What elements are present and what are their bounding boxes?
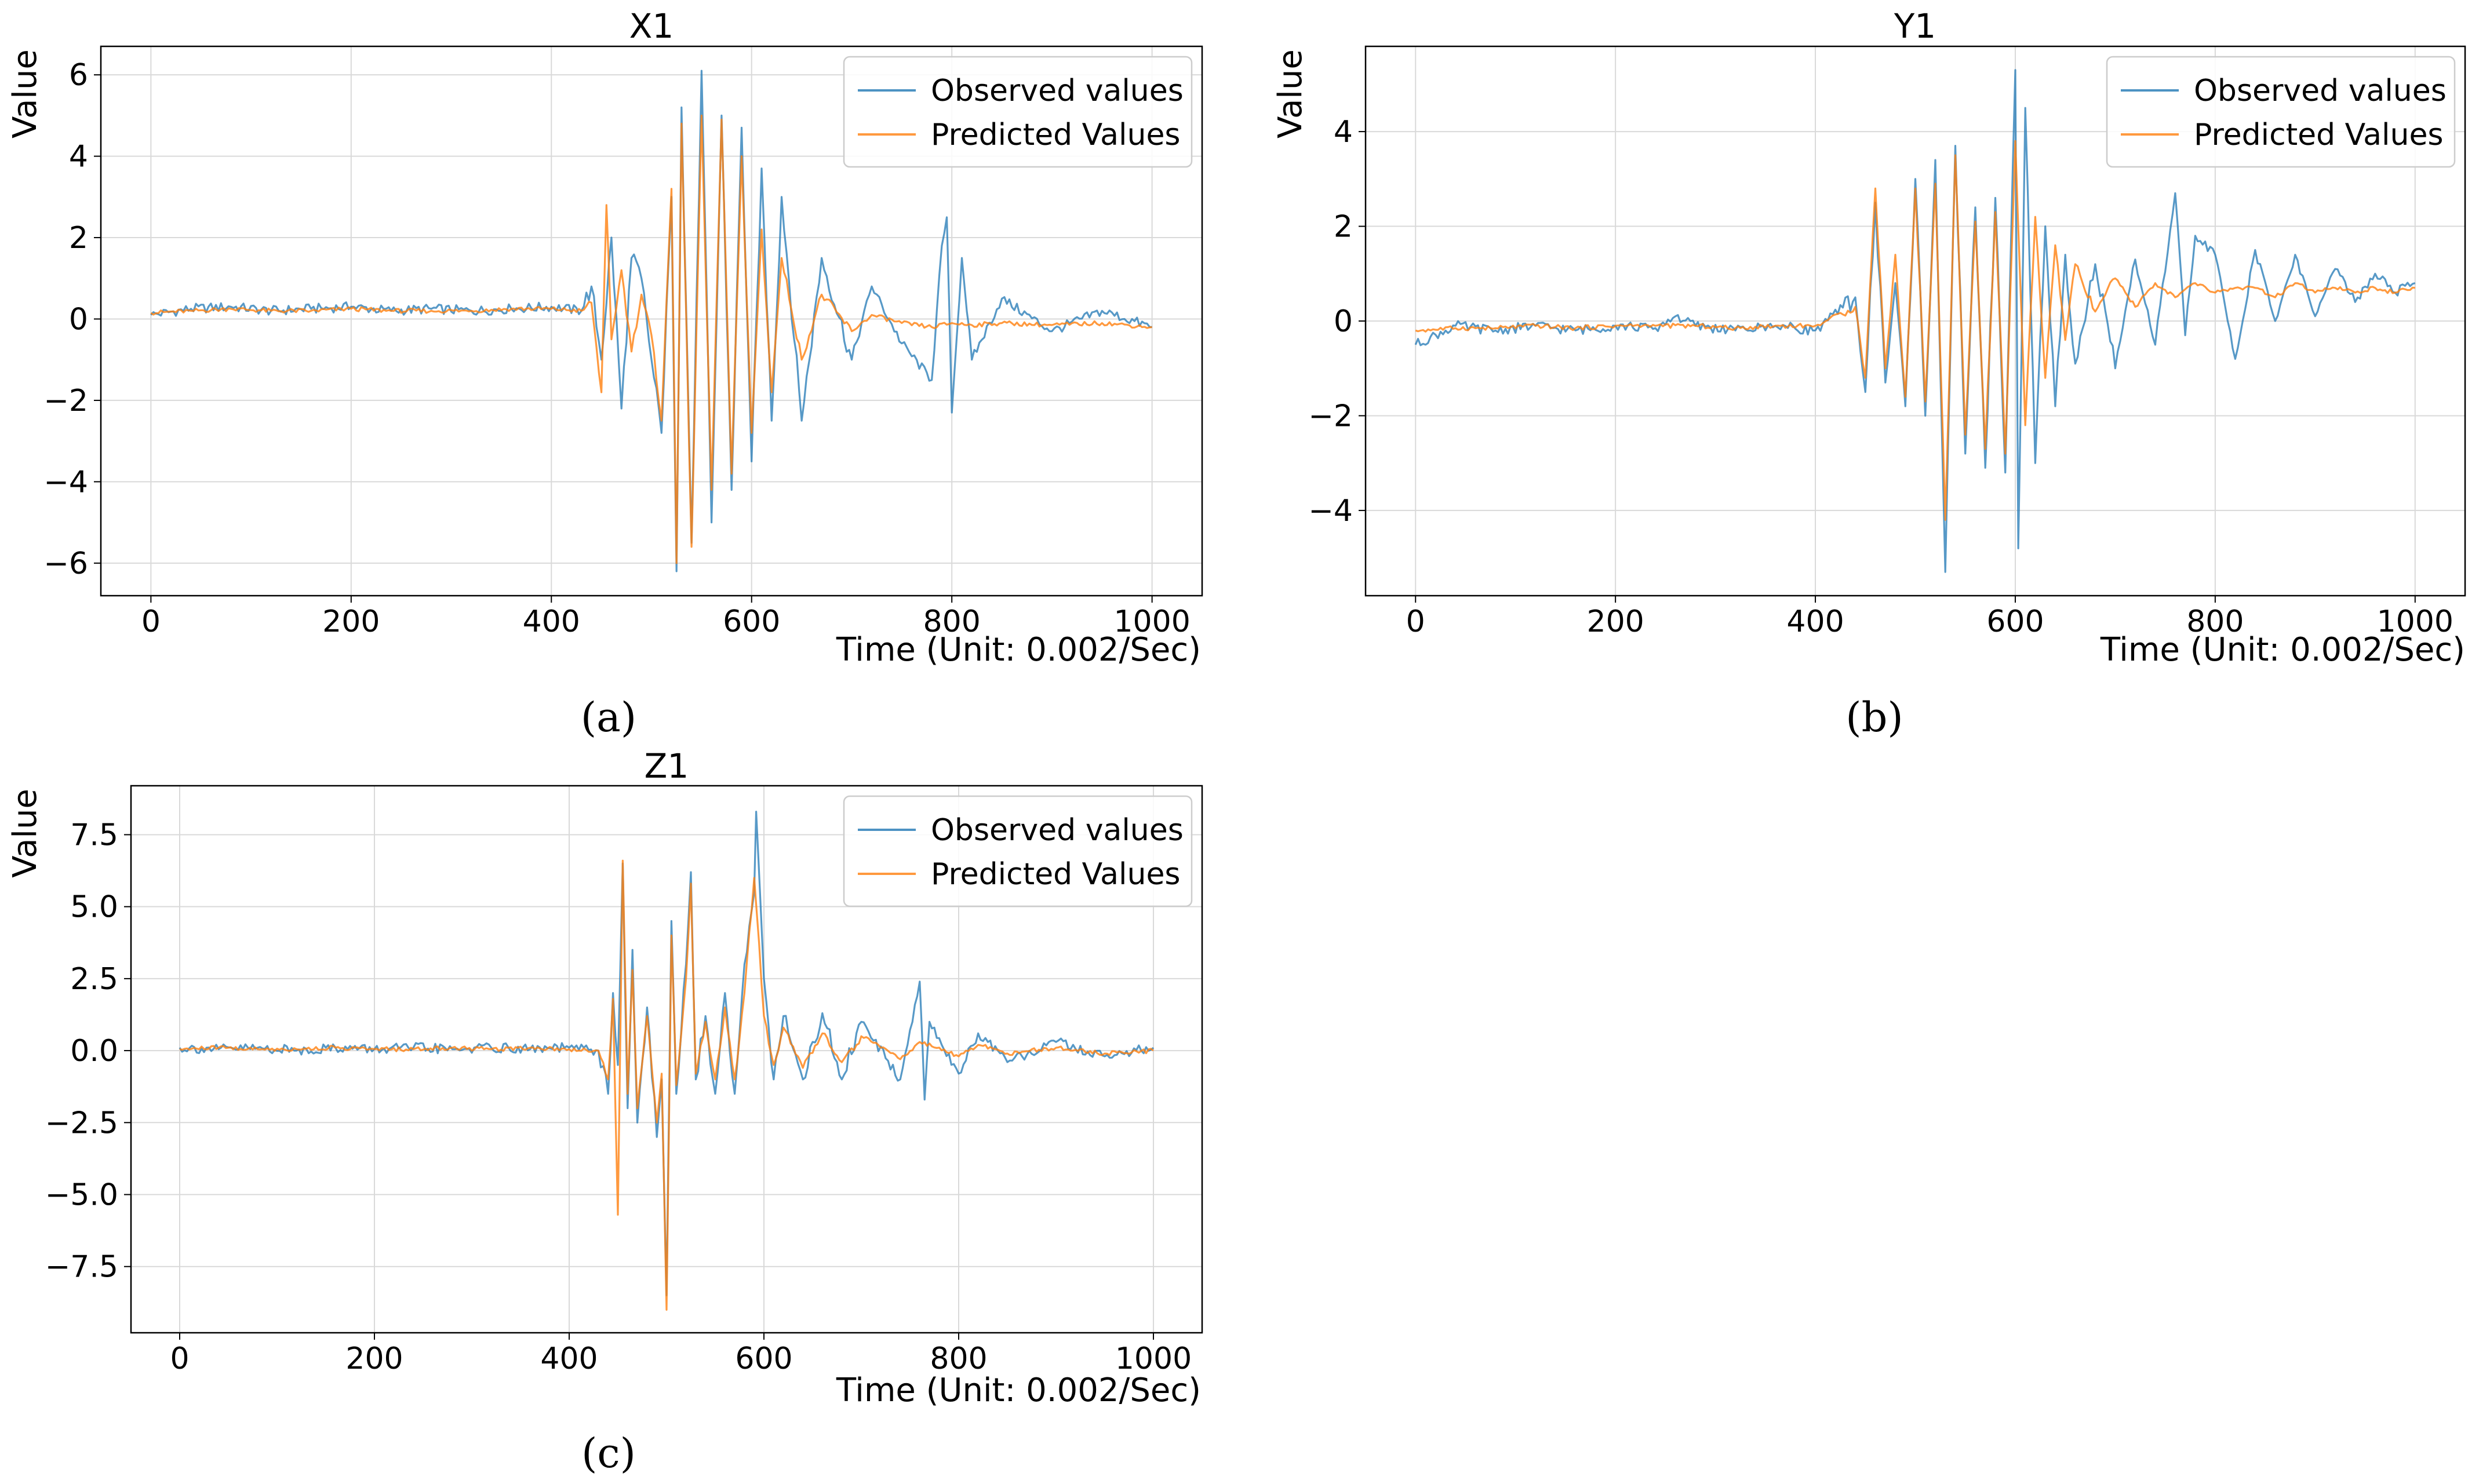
y-axis-label-b: Value [1272, 49, 1309, 138]
y-tick-label-a: 4 [69, 140, 88, 174]
x-tick-label-c: 400 [540, 1341, 598, 1376]
x-tick-label-b: 1000 [2377, 604, 2453, 639]
series-line-predicted-c [179, 859, 1154, 1311]
x-tick-label-a: 600 [723, 604, 780, 639]
y-axis-label-c: Value [6, 789, 44, 878]
panel-caption-c: (c) [581, 1430, 636, 1477]
legend-label-a: Predicted Values [931, 118, 1181, 152]
plot-frame-a [100, 45, 1203, 597]
y-tick-label-a: 6 [69, 58, 88, 93]
y-tick-label-c: −7.5 [45, 1250, 118, 1285]
y-tick-label-b: 4 [1334, 115, 1353, 150]
y-tick-label-b: 0 [1334, 304, 1353, 339]
y-tick-label-c: 2.5 [70, 962, 118, 997]
x-tick-label-c: 600 [735, 1341, 792, 1376]
chart-title-c: Z1 [645, 746, 689, 786]
legend-label-c: Observed values [931, 813, 1184, 848]
x-tick-label-c: 200 [345, 1341, 403, 1376]
y-tick-label-b: 2 [1334, 210, 1353, 245]
plot-frame-c [130, 785, 1203, 1334]
x-tick-label-a: 400 [523, 604, 580, 639]
series-line-observed-a [150, 70, 1152, 573]
plot-frame-b [1364, 45, 2466, 597]
panel-caption-a: (a) [581, 694, 636, 741]
y-tick-label-a: 2 [69, 221, 88, 256]
y-tick-label-b: −2 [1308, 399, 1353, 433]
x-tick-label-b: 800 [2186, 604, 2244, 639]
y-tick-label-a: 0 [69, 302, 88, 337]
x-tick-label-a: 200 [322, 604, 380, 639]
legend-label-a: Observed values [931, 74, 1184, 108]
panel-caption-b: (b) [1845, 694, 1903, 741]
y-tick-label-a: −6 [43, 546, 88, 581]
x-tick-label-b: 400 [1786, 604, 1844, 639]
x-tick-label-c: 800 [930, 1341, 987, 1376]
legend-a [843, 56, 1193, 168]
x-tick-label-b: 0 [1406, 604, 1425, 639]
chart-title-b: Y1 [1894, 6, 1936, 46]
chart-title-a: X1 [629, 6, 674, 46]
legend-label-c: Predicted Values [931, 857, 1181, 892]
x-tick-label-a: 0 [141, 604, 161, 639]
y-axis-label-a: Value [6, 49, 44, 138]
y-tick-label-c: 5.0 [70, 890, 118, 925]
x-tick-label-b: 200 [1587, 604, 1644, 639]
legend-label-b: Predicted Values [2194, 118, 2444, 152]
y-tick-label-b: −4 [1308, 494, 1353, 528]
y-tick-label-a: −2 [43, 384, 88, 418]
x-axis-label-a: Time (Unit: 0.002/Sec) [836, 631, 1201, 669]
y-tick-label-c: 7.5 [70, 818, 118, 852]
series-line-predicted-b [1415, 140, 2415, 521]
x-tick-label-c: 0 [170, 1341, 189, 1376]
series-line-observed-b [1414, 69, 2416, 573]
y-tick-label-a: −4 [43, 465, 88, 499]
series-line-predicted-a [150, 114, 1152, 564]
y-tick-label-c: −2.5 [45, 1106, 118, 1140]
panel-b: Y1 Value Time (Unit: 0.002/Sec) (b) 0 200… [1272, 6, 2466, 741]
x-tick-label-b: 600 [1986, 604, 2044, 639]
legend-c [843, 795, 1193, 907]
x-tick-label-c: 1000 [1115, 1341, 1192, 1376]
y-tick-label-c: −5.0 [45, 1178, 118, 1213]
legend-b [2106, 56, 2456, 168]
panel-c: Z1 Value Time (Unit: 0.002/Sec) (c) 0 200… [6, 746, 1203, 1477]
x-axis-label-c: Time (Unit: 0.002/Sec) [836, 1372, 1201, 1409]
y-tick-label-c: 0.0 [70, 1034, 118, 1069]
x-axis-label-b: Time (Unit: 0.002/Sec) [2100, 631, 2465, 669]
panel-a: X1 Value Time (Unit: 0.002/Sec) (a) 0 200… [6, 6, 1203, 741]
legend-label-b: Observed values [2194, 74, 2447, 108]
x-tick-label-a: 800 [923, 604, 981, 639]
x-tick-label-a: 1000 [1113, 604, 1190, 639]
